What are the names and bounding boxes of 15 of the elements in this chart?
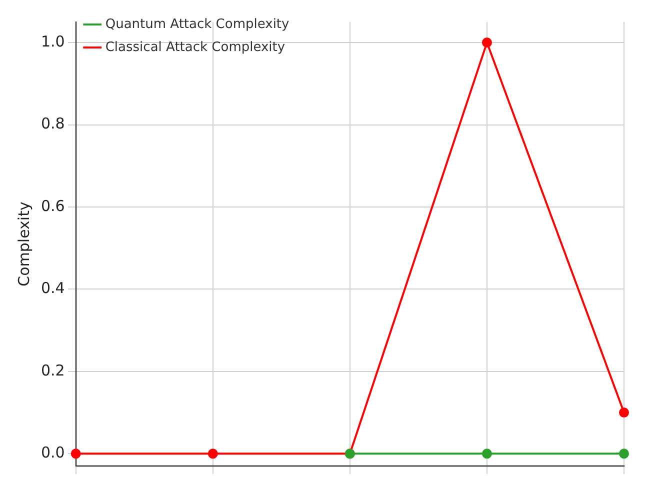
y-tick-label: 0.8 bbox=[40, 114, 65, 133]
y-tick-label: 0.0 bbox=[40, 444, 65, 462]
point bbox=[482, 38, 492, 48]
legend-label: Classical Attack Complexity bbox=[105, 40, 286, 55]
point bbox=[208, 448, 218, 459]
legend-label: Quantum Attack Complexity bbox=[105, 16, 290, 32]
y-tick-label: 0.4 bbox=[40, 279, 65, 298]
point bbox=[619, 408, 629, 418]
y-tick-label: 0.6 bbox=[40, 196, 65, 215]
y-tick-label: 1.0 bbox=[40, 32, 65, 50]
y-axis-title: Complexity bbox=[14, 202, 33, 286]
point bbox=[619, 448, 629, 459]
point bbox=[70, 448, 81, 459]
y-tick-label: 0.2 bbox=[40, 361, 65, 380]
point bbox=[482, 448, 492, 459]
